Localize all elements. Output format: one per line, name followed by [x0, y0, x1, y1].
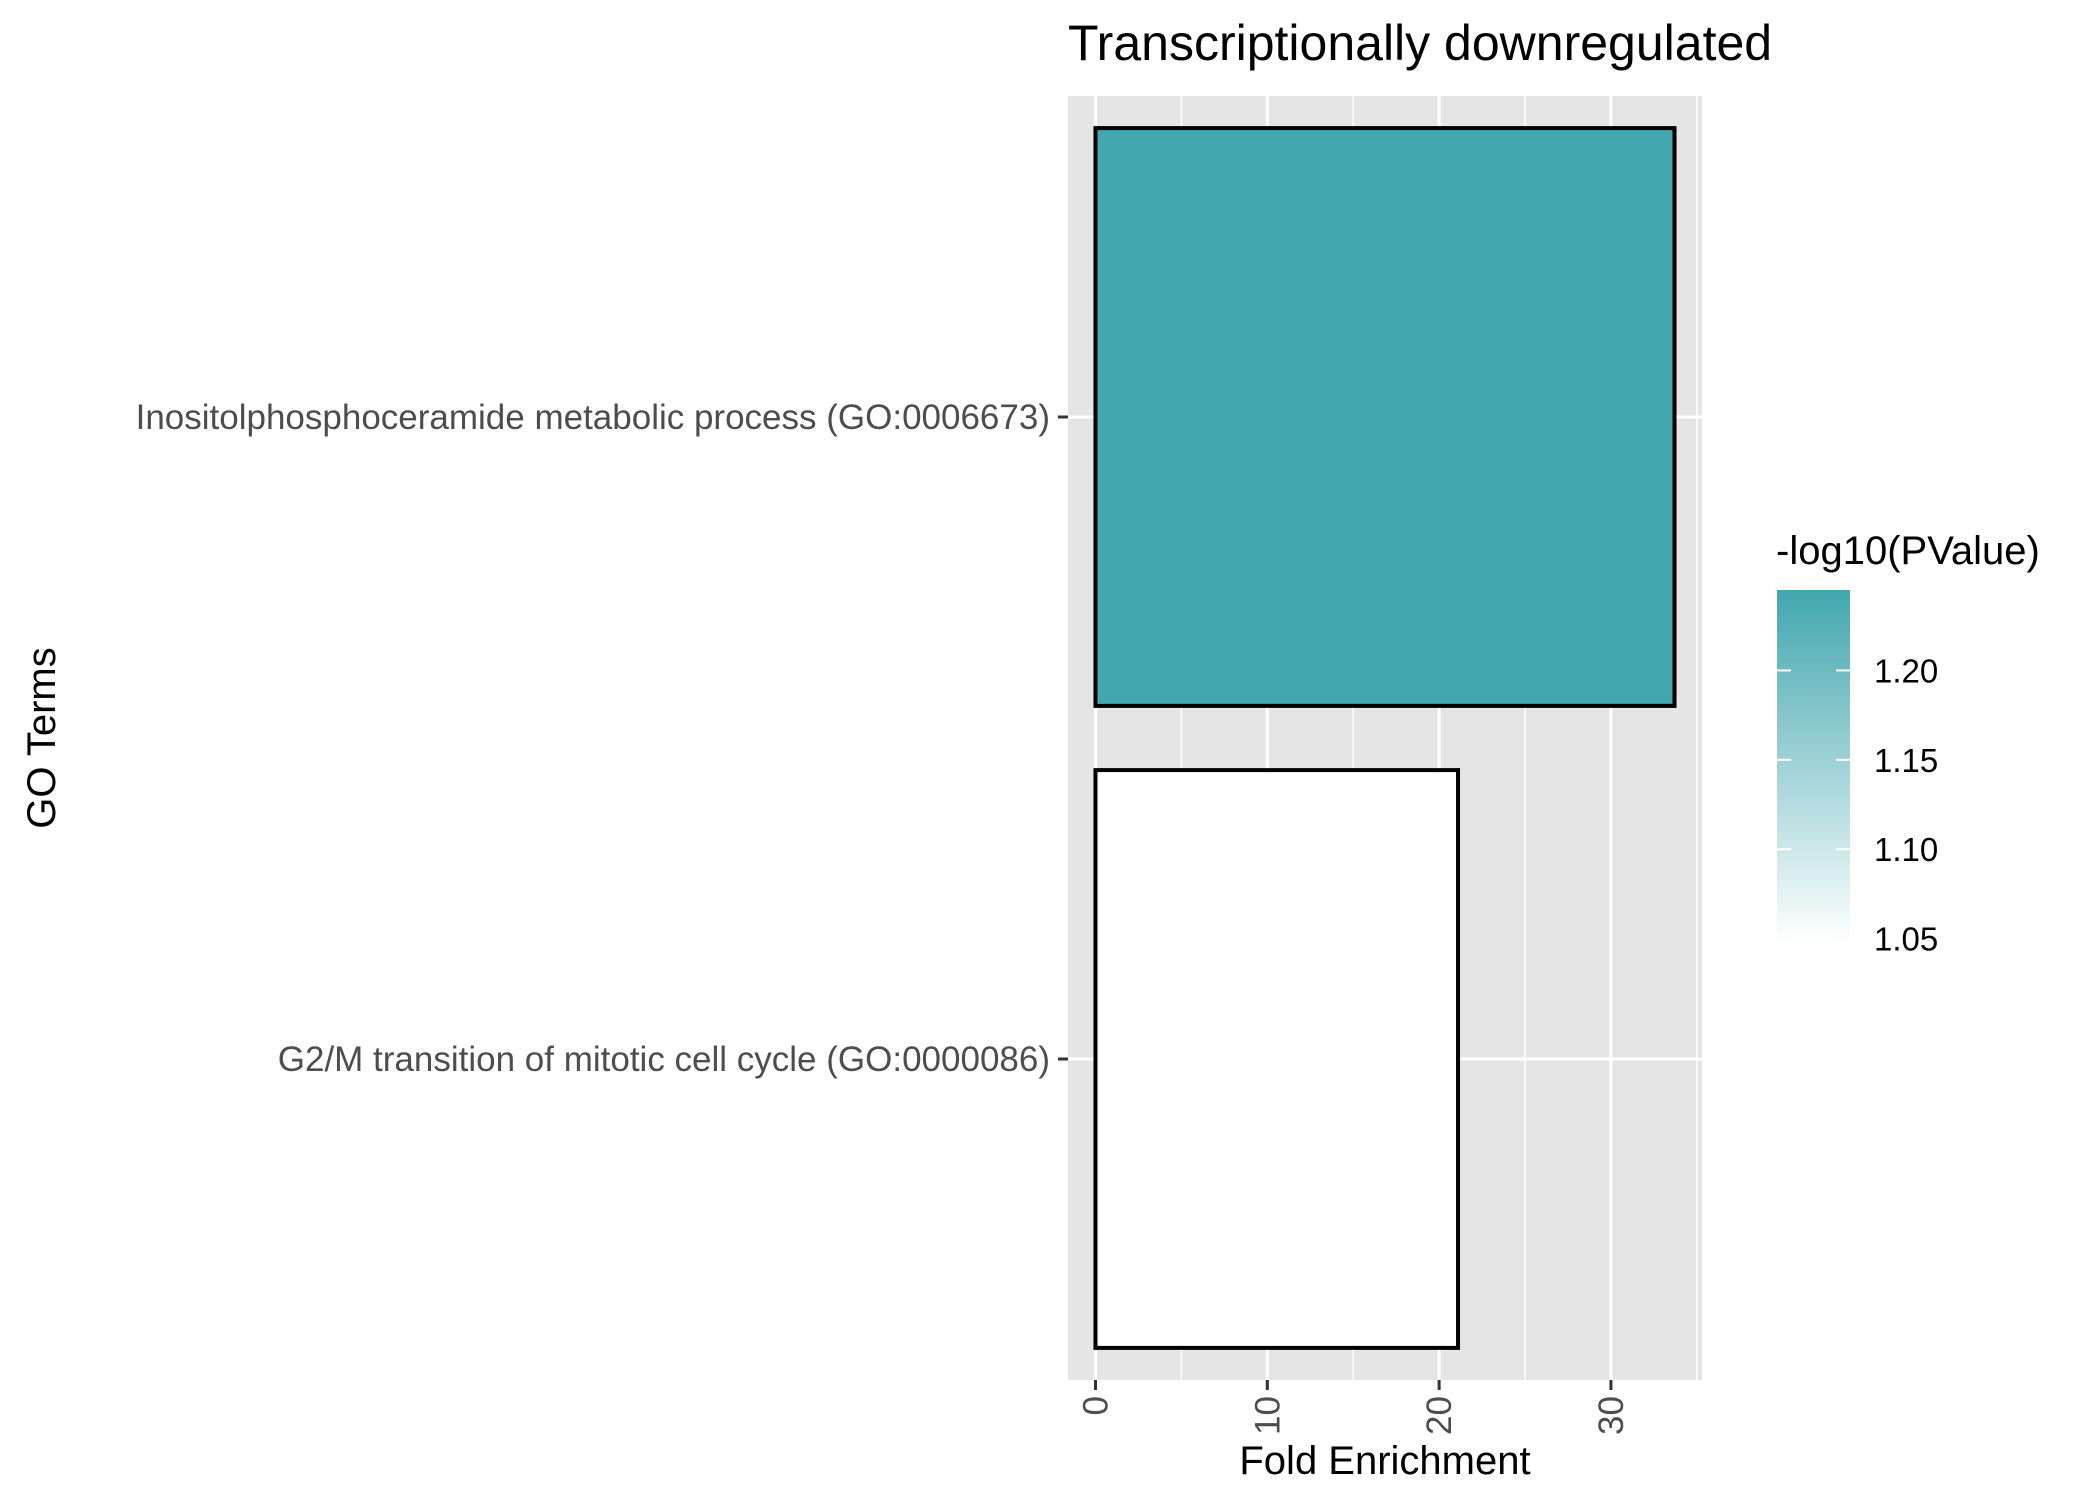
y-tick-label: Inositolphosphoceramide metabolic proces… — [136, 398, 1050, 437]
legend-tick-label: 1.15 — [1874, 742, 1938, 779]
y-axis: Inositolphosphoceramide metabolic proces… — [136, 398, 1068, 1079]
y-tick-label: G2/M transition of mitotic cell cycle (G… — [278, 1040, 1050, 1079]
x-axis: 0 10 20 30 — [1076, 1380, 1631, 1435]
legend-tick-label: 1.10 — [1874, 831, 1938, 868]
legend-ticks: 1.05 1.10 1.15 1.20 — [1777, 652, 1938, 958]
x-tick-label: 0 — [1076, 1396, 1115, 1415]
x-axis-title: Fold Enrichment — [1239, 1439, 1530, 1483]
bar-1 — [1093, 126, 1677, 708]
x-tick-label: 30 — [1592, 1396, 1631, 1435]
y-axis-title: GO Terms — [20, 647, 64, 829]
color-legend: -log10(PValue) 1.05 1.10 1.15 1.20 — [1776, 529, 2040, 958]
x-tick-label: 20 — [1420, 1396, 1459, 1435]
x-tick-label: 10 — [1248, 1396, 1287, 1435]
legend-tick-label: 1.05 — [1874, 921, 1938, 958]
legend-title: -log10(PValue) — [1776, 529, 2040, 573]
bars-group — [1093, 126, 1677, 1350]
chart-title: Transcriptionally downregulated — [1068, 15, 1772, 71]
bar-2 — [1093, 768, 1461, 1350]
legend-tick-label: 1.20 — [1874, 652, 1938, 689]
legend-colorbar — [1777, 590, 1850, 944]
